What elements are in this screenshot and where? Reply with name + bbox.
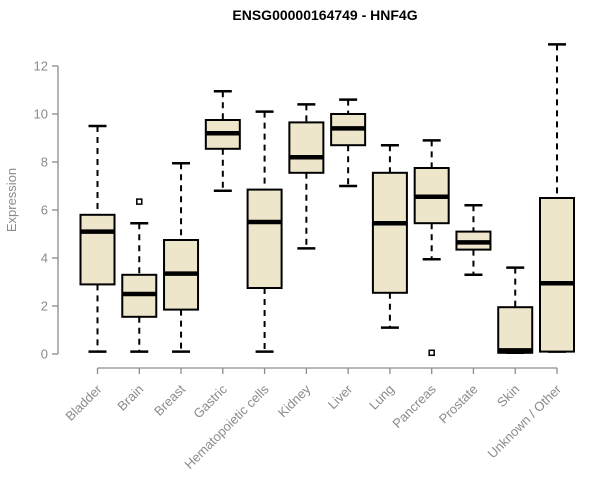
box-Pancreas (413, 139, 450, 357)
box-Unknown / Other (539, 43, 575, 353)
y-tick-label-0: 0 (41, 347, 48, 362)
box-Prostate (455, 203, 492, 277)
iqr-box (288, 121, 325, 174)
outlier-point (136, 198, 143, 205)
iqr-box (246, 188, 283, 290)
x-tick-label: Gastric (190, 381, 230, 421)
box-Skin (497, 266, 534, 355)
iqr-box (371, 171, 408, 294)
x-tick-label: Brain (114, 382, 146, 414)
x-tick-label: Liver (325, 381, 356, 412)
x-tick-label: Breast (151, 381, 188, 418)
box-series (79, 43, 575, 357)
y-tick-label-6: 6 (41, 203, 48, 218)
x-tick-label: Kidney (275, 381, 314, 420)
x-tick-label: Lung (366, 382, 397, 413)
x-tick-label: Skin (494, 382, 522, 410)
x-tick-label: Pancreas (389, 381, 439, 431)
y-tick-label-10: 10 (34, 107, 48, 122)
outlier-point (428, 349, 435, 357)
box-Bladder (79, 124, 116, 353)
y-tick-label-2: 2 (41, 299, 48, 314)
iqr-box (539, 197, 575, 353)
box-Gastric (204, 89, 241, 193)
box-Brain (121, 198, 158, 353)
y-axis-title: Expression (4, 168, 19, 232)
iqr-box (79, 213, 116, 286)
y-tick-label-8: 8 (41, 155, 48, 170)
chart-title: ENSG00000164749 - HNF4G (232, 7, 417, 23)
box-Breast (163, 161, 200, 353)
y-axis: 0 2 4 6 8 10 12 (34, 59, 59, 362)
y-tick-label-4: 4 (41, 251, 48, 266)
y-tick-label-12: 12 (34, 59, 48, 74)
box-Liver (330, 98, 367, 188)
x-tick-label: Prostate (436, 382, 481, 427)
x-tick-label: Bladder (62, 381, 105, 424)
box-Lung (371, 143, 408, 329)
iqr-box (497, 306, 534, 354)
box-Kidney (288, 103, 325, 250)
x-tick-label: Unknown / Other (485, 381, 565, 461)
box-Hematopoietic cells (246, 110, 283, 353)
